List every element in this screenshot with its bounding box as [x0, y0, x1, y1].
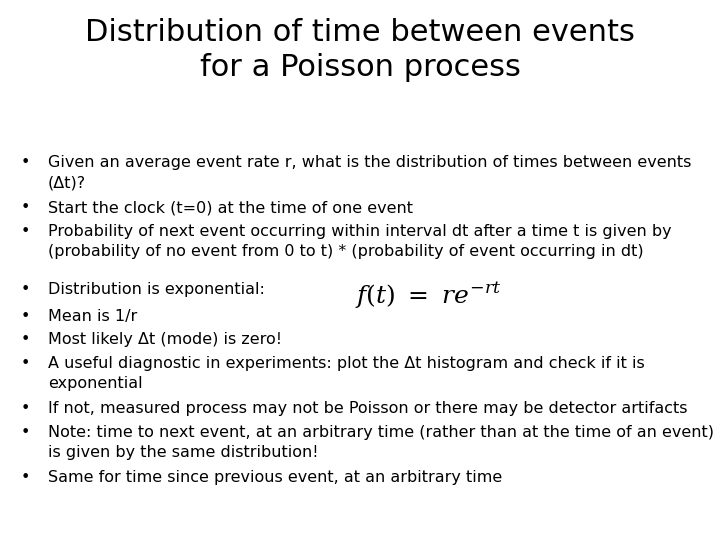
Text: Given an average event rate r, what is the distribution of times between events: Given an average event rate r, what is t… — [48, 155, 691, 170]
Text: A useful diagnostic in experiments: plot the Δt histogram and check if it is: A useful diagnostic in experiments: plot… — [48, 356, 644, 371]
Text: •: • — [20, 356, 30, 371]
Text: •: • — [20, 282, 30, 297]
Text: (Δt)?: (Δt)? — [48, 176, 86, 191]
Text: (probability of no event from 0 to t) * (probability of event occurring in dt): (probability of no event from 0 to t) * … — [48, 244, 644, 259]
Text: •: • — [20, 224, 30, 239]
Text: is given by the same distribution!: is given by the same distribution! — [48, 446, 318, 460]
Text: •: • — [20, 425, 30, 440]
Text: If not, measured process may not be Poisson or there may be detector artifacts: If not, measured process may not be Pois… — [48, 401, 688, 416]
Text: Most likely Δt (mode) is zero!: Most likely Δt (mode) is zero! — [48, 333, 282, 347]
Text: •: • — [20, 470, 30, 485]
Text: Distribution is exponential:: Distribution is exponential: — [48, 282, 265, 297]
Text: Probability of next event occurring within interval dt after a time t is given b: Probability of next event occurring with… — [48, 224, 672, 239]
Text: $f(t)\ =\ re^{-rt}$: $f(t)\ =\ re^{-rt}$ — [355, 280, 502, 310]
Text: •: • — [20, 200, 30, 215]
Text: •: • — [20, 309, 30, 323]
Text: Note: time to next event, at an arbitrary time (rather than at the time of an ev: Note: time to next event, at an arbitrar… — [48, 425, 714, 440]
Text: •: • — [20, 155, 30, 170]
Text: Start the clock (t=0) at the time of one event: Start the clock (t=0) at the time of one… — [48, 200, 413, 215]
Text: Mean is 1/r: Mean is 1/r — [48, 309, 138, 323]
Text: exponential: exponential — [48, 376, 143, 392]
Text: •: • — [20, 401, 30, 416]
Text: Distribution of time between events
for a Poisson process: Distribution of time between events for … — [85, 18, 635, 82]
Text: •: • — [20, 333, 30, 347]
Text: Same for time since previous event, at an arbitrary time: Same for time since previous event, at a… — [48, 470, 503, 485]
